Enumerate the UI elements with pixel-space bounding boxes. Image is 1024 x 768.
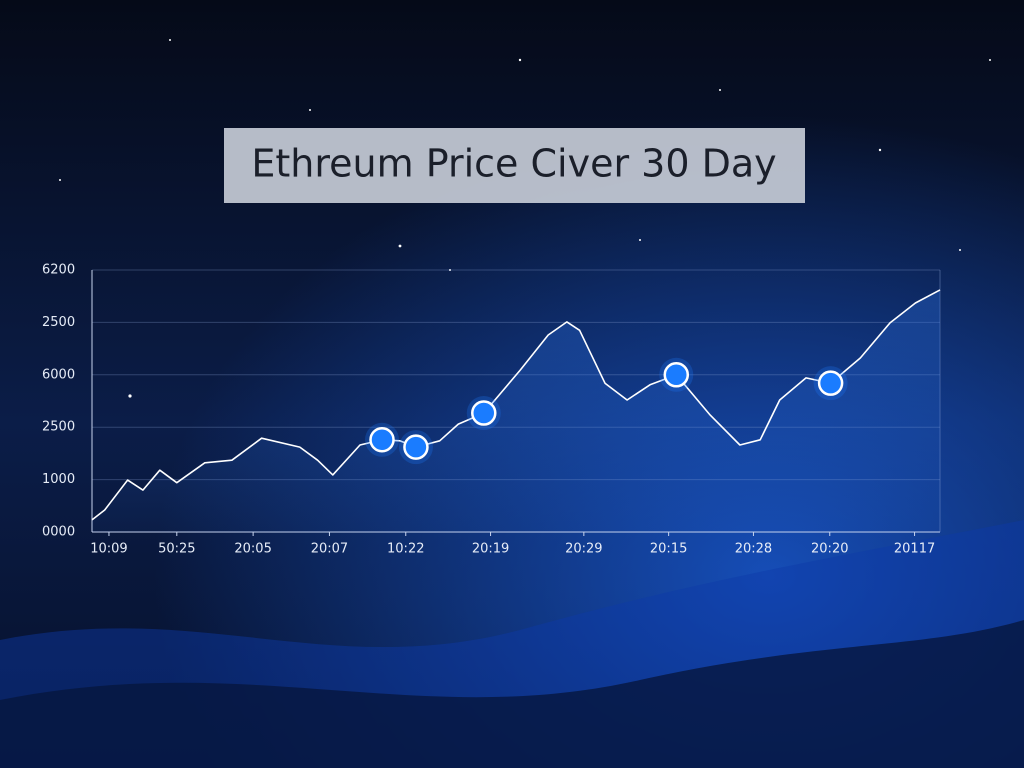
- x-tick-label: 50:25: [158, 542, 195, 557]
- area: [92, 289, 940, 532]
- stars: [59, 39, 991, 398]
- x-tick-label: 20:29: [565, 542, 602, 557]
- x-tick-label: 20:15: [650, 542, 687, 557]
- x-tick-label: 10:22: [387, 542, 424, 557]
- x-tick-label: 20:07: [311, 542, 348, 557]
- x-tick-label: 20:20: [811, 542, 848, 557]
- chart-title: Ethreum Price Civer 30 Day: [251, 142, 776, 186]
- y-tick-label: 2500: [42, 315, 75, 330]
- y-tick-label: 1000: [42, 472, 75, 487]
- x-tick-label: 20:28: [735, 542, 772, 557]
- data-point: [817, 370, 844, 396]
- y-tick-label: 0000: [42, 525, 75, 540]
- title-box: [224, 128, 805, 203]
- x-tick-label: 20:19: [472, 542, 509, 557]
- y-tick-label: 6200: [42, 263, 75, 278]
- data-point: [403, 434, 429, 460]
- x-tick-label: 20117: [894, 542, 935, 557]
- data-point: [369, 427, 395, 453]
- data-point: [663, 362, 690, 388]
- x-tick-label: 20:05: [234, 542, 271, 557]
- data-point: [471, 400, 497, 426]
- y-tick-label: 2500: [42, 420, 75, 435]
- x-tick-label: 10:09: [90, 542, 127, 557]
- y-tick-label: 6000: [42, 367, 75, 382]
- background-wave: [0, 620, 1024, 768]
